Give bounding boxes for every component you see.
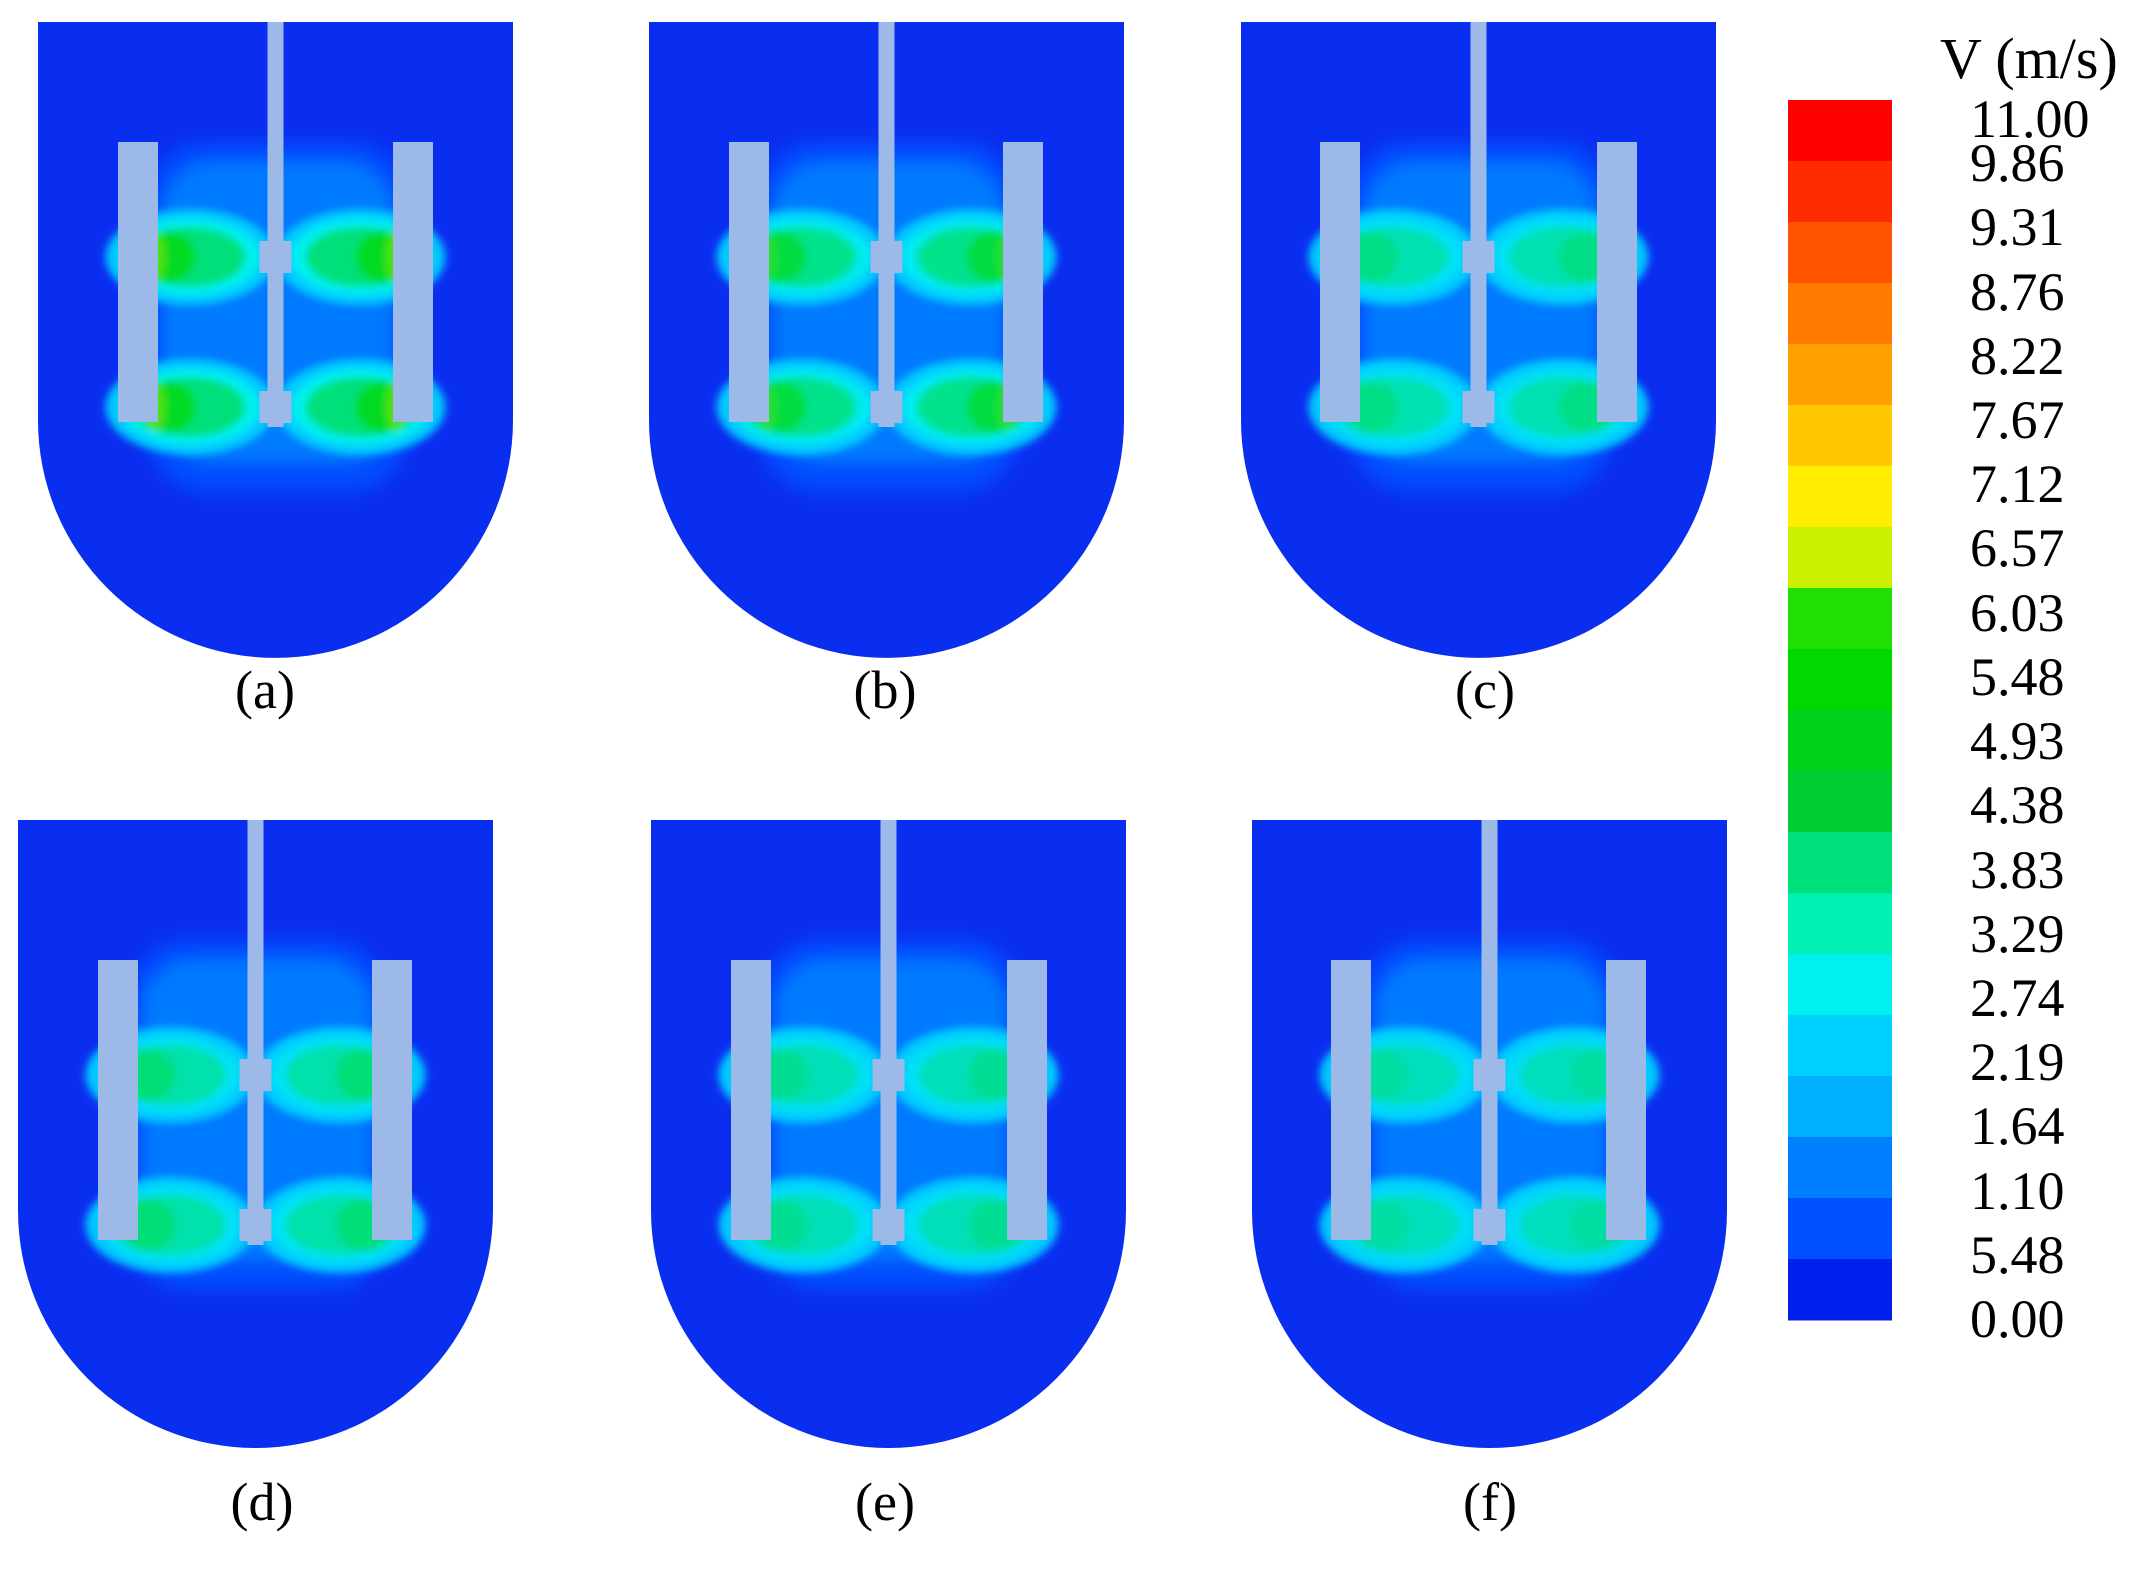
shaft: [1481, 820, 1498, 1245]
panel-label: (e): [855, 1472, 915, 1532]
left-baffle: [1320, 142, 1360, 422]
shaft: [1470, 22, 1487, 427]
colorbar-segment: [1788, 527, 1892, 589]
legend-tick: 1.64: [1970, 1096, 2065, 1157]
colorbar-segment: [1788, 1015, 1892, 1077]
legend-tick: 4.93: [1970, 711, 2065, 772]
colorbar-segment: [1788, 710, 1892, 772]
colorbar-segment: [1788, 161, 1892, 223]
impeller-hub: [872, 1209, 905, 1241]
legend-tick: 5.48: [1970, 646, 2065, 707]
right-baffle: [393, 142, 433, 422]
colorbar-segment: [1788, 649, 1892, 711]
legend-tick: 9.86: [1970, 133, 2065, 194]
impeller-jet: [85, 1177, 256, 1273]
left-baffle: [731, 960, 771, 1240]
colorbar-segment: [1788, 1137, 1892, 1199]
shaft: [247, 820, 264, 1245]
panel-label: (d): [230, 1472, 294, 1532]
colorbar: [1788, 100, 1892, 1321]
legend-tick: 8.22: [1970, 325, 2065, 386]
shaft: [267, 22, 284, 427]
legend-tick: 2.74: [1970, 967, 2065, 1028]
colorbar-segment: [1788, 771, 1892, 833]
colorbar-segment: [1788, 1076, 1892, 1138]
colorbar-segment: [1788, 405, 1892, 467]
legend-tick: 9.31: [1970, 197, 2065, 258]
panel-label: (a): [235, 660, 295, 720]
tank-panel: [18, 820, 493, 1448]
impeller-hub: [870, 241, 903, 273]
panel-label: (c): [1455, 660, 1515, 720]
impeller-hub: [239, 1209, 272, 1241]
left-baffle: [118, 142, 158, 422]
legend-tick: 3.83: [1970, 839, 2065, 900]
tank-panel: [1252, 820, 1727, 1448]
panel-label: (f): [1463, 1472, 1517, 1532]
legend-tick: 7.67: [1970, 390, 2065, 451]
tank-panel: [38, 22, 513, 658]
panels-layer: [18, 22, 1727, 1448]
legend-tick: 8.76: [1970, 261, 2065, 322]
legend-tick: 0.00: [1970, 1289, 2065, 1349]
legend-title: V (m/s): [1940, 26, 2118, 91]
tank-panel: [649, 22, 1124, 658]
right-baffle: [372, 960, 412, 1240]
legend-tick: 6.57: [1970, 518, 2065, 579]
impeller-hub: [1473, 1059, 1506, 1091]
legend-tick: 5.48: [1970, 1224, 2065, 1285]
panel-label: (b): [853, 660, 917, 720]
legend-tick: 2.19: [1970, 1032, 2065, 1093]
right-baffle: [1597, 142, 1637, 422]
left-baffle: [98, 960, 138, 1240]
colorbar-segment: [1788, 954, 1892, 1016]
impeller-hub: [1473, 1209, 1506, 1241]
impeller-hub: [1462, 391, 1495, 423]
colorbar-segment: [1788, 1198, 1892, 1260]
colorbar-segment: [1788, 344, 1892, 406]
impeller-hub: [259, 391, 292, 423]
colorbar-segment: [1788, 832, 1892, 894]
shaft: [880, 820, 897, 1245]
colorbar-segment: [1788, 466, 1892, 528]
shaft: [878, 22, 895, 427]
legend-tick: 11.00: [1970, 89, 2090, 149]
right-baffle: [1007, 960, 1047, 1240]
legend-tick: 3.29: [1970, 903, 2065, 964]
right-baffle: [1606, 960, 1646, 1240]
colorbar-segment: [1788, 1259, 1892, 1321]
left-baffle: [1331, 960, 1371, 1240]
right-baffle: [1003, 142, 1043, 422]
impeller-hub: [239, 1059, 272, 1091]
legend-tick: 7.12: [1970, 454, 2065, 515]
tank-panel: [1241, 22, 1716, 658]
tank-panel: [651, 820, 1126, 1448]
left-baffle: [729, 142, 769, 422]
impeller-hub: [1462, 241, 1495, 273]
legend-tick: 1.10: [1970, 1160, 2065, 1221]
legend-tick: 6.03: [1970, 582, 2065, 643]
colorbar-segment: [1788, 283, 1892, 345]
colorbar-segment: [1788, 588, 1892, 650]
colorbar-segment: [1788, 100, 1892, 162]
impeller-hub: [259, 241, 292, 273]
impeller-hub: [872, 1059, 905, 1091]
legend-tick: 4.38: [1970, 775, 2065, 836]
colorbar-segment: [1788, 222, 1892, 284]
impeller-hub: [870, 391, 903, 423]
colorbar-segment: [1788, 893, 1892, 955]
